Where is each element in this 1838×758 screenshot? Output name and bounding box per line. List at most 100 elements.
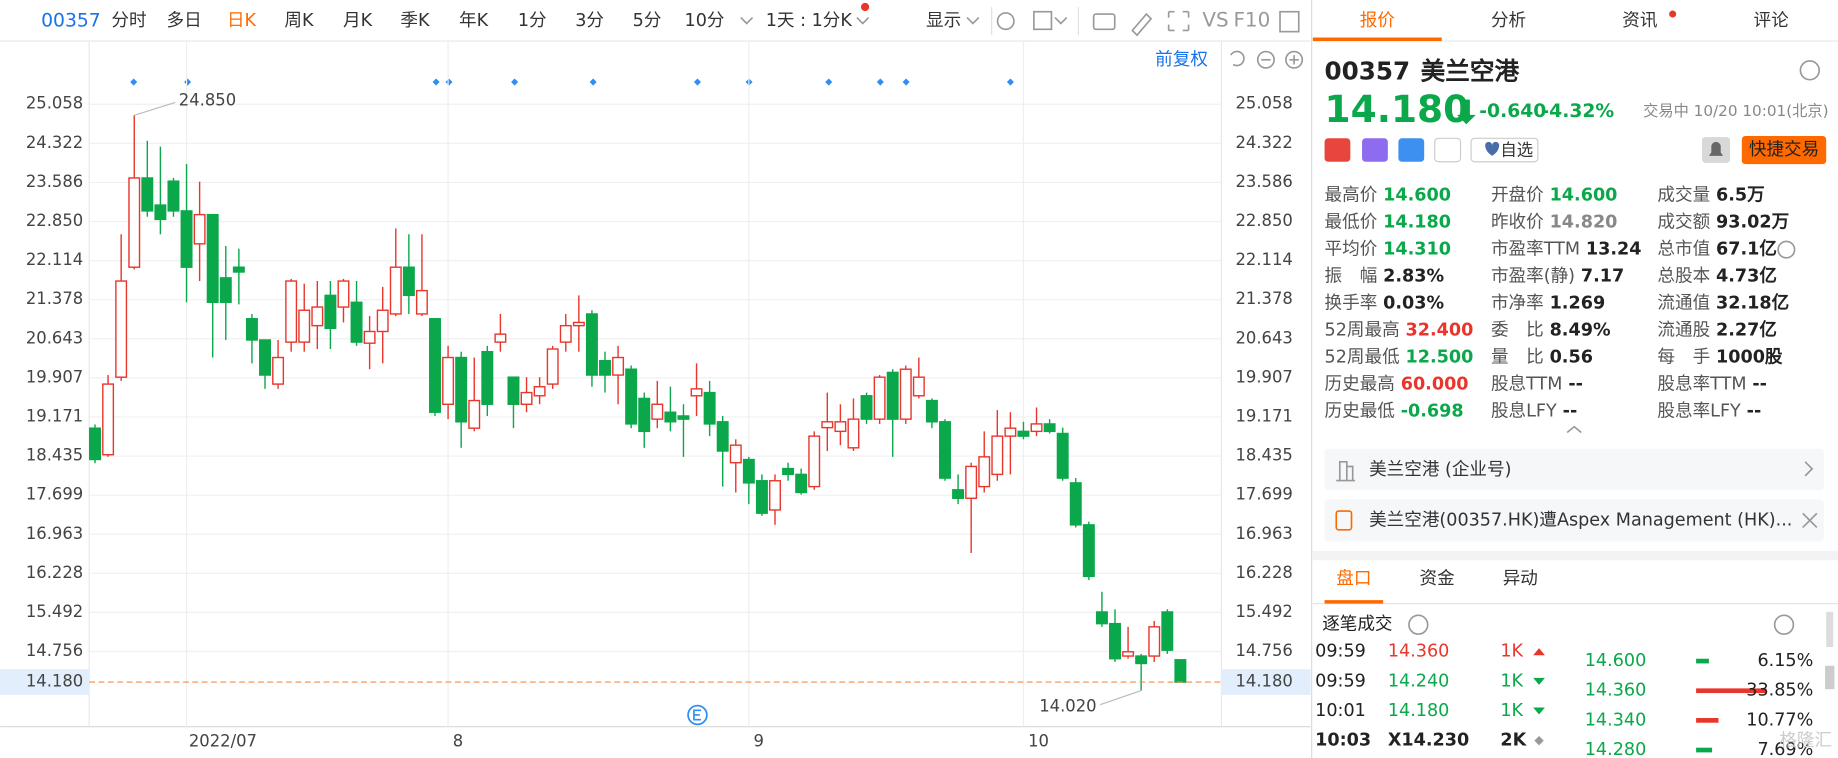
period-tab[interactable]: 多日 <box>167 11 202 31</box>
period-tab[interactable]: 5分 <box>633 11 662 31</box>
candle-body <box>219 277 232 303</box>
dist-price: 14.280 <box>1585 740 1647 758</box>
y-tick-label-right: 23.586 <box>1235 172 1292 191</box>
flash-icon[interactable] <box>1362 138 1388 162</box>
candle-body <box>729 444 742 464</box>
period-select[interactable]: 1天 : 1分K <box>766 11 853 31</box>
y-tick-label-right: 16.228 <box>1235 563 1292 582</box>
dist-pct: 33.85% <box>1746 681 1813 701</box>
period-tab[interactable]: 10分 <box>685 11 725 31</box>
stat-value: -- <box>1568 374 1583 394</box>
candle-body <box>1030 423 1043 433</box>
hk-icon[interactable] <box>1324 138 1351 162</box>
settings-icon[interactable] <box>996 12 1015 31</box>
panel-settings-icon[interactable] <box>1799 60 1820 81</box>
close-icon[interactable] <box>1802 512 1818 529</box>
y-tick-label-right: 18.435 <box>1235 446 1292 465</box>
candle-body <box>232 266 245 273</box>
candle-body <box>533 386 546 397</box>
period-tab[interactable]: 季K <box>400 11 430 31</box>
news-link[interactable] <box>1324 499 1824 542</box>
panel-gap <box>1312 550 1838 561</box>
event-e-letter <box>693 709 701 721</box>
more-icon[interactable] <box>1777 240 1796 259</box>
sub-tab[interactable]: 资金 <box>1419 569 1455 589</box>
f10-button[interactable]: F10 <box>1233 9 1270 32</box>
stat-label: 股息LFY <box>1491 401 1557 421</box>
period-tab[interactable]: 月K <box>343 11 373 31</box>
watch-label[interactable]: 自选 <box>1500 141 1533 160</box>
zoom-out-icon[interactable] <box>1256 50 1275 69</box>
period-tab[interactable]: 分时 <box>111 11 146 31</box>
candle-body <box>1095 611 1108 625</box>
undo-icon[interactable] <box>1230 50 1245 67</box>
y-tick-label: 21.378 <box>26 289 83 308</box>
stat-value: 14.600 <box>1383 186 1451 206</box>
candle-body <box>572 321 585 327</box>
info-icon[interactable] <box>1408 614 1429 635</box>
zoom-in-icon[interactable] <box>1285 50 1304 69</box>
panel-tab[interactable]: 评论 <box>1754 11 1790 31</box>
panel-tab[interactable]: 分析 <box>1491 11 1526 31</box>
vs-button[interactable]: VS <box>1202 9 1228 32</box>
dist-price: 14.340 <box>1585 710 1647 730</box>
panel-icon[interactable] <box>1279 10 1300 33</box>
candle-body <box>415 289 428 315</box>
dist-price: 14.360 <box>1585 681 1647 701</box>
panel-tab[interactable]: 资讯 <box>1622 11 1658 31</box>
expand-icon[interactable] <box>1167 10 1190 32</box>
candle-body <box>1122 651 1135 657</box>
note-icon[interactable] <box>1434 137 1462 163</box>
stat-label: 股息率LFY <box>1657 401 1741 421</box>
sub-tab[interactable]: 异动 <box>1503 569 1538 589</box>
period-tab[interactable]: 3分 <box>575 11 604 31</box>
trade-time: 10:03 <box>1315 731 1371 751</box>
stock-code: 00357 <box>41 11 101 32</box>
y-tick-label-right: 24.322 <box>1235 133 1292 152</box>
dist-bar <box>1696 718 1719 723</box>
candle-body <box>834 421 847 433</box>
camera-icon[interactable] <box>1092 13 1116 31</box>
period-tab[interactable]: 年K <box>459 11 489 31</box>
stat-label: 市盈率TTM <box>1491 240 1580 260</box>
scroll-up[interactable] <box>1826 611 1834 648</box>
collapse-caret[interactable] <box>1566 425 1582 434</box>
company-link-text[interactable]: 美兰空港 (企业号) <box>1369 460 1511 480</box>
quote-change-pct: -4.32% <box>1541 101 1614 122</box>
period-tab[interactable]: 周K <box>284 11 314 31</box>
candle-body <box>769 480 781 511</box>
candle-body <box>141 177 154 212</box>
y-tick-label-right: 15.492 <box>1235 602 1292 621</box>
stat-value: -- <box>1563 401 1578 421</box>
trade-label[interactable]: 快捷交易 <box>1749 140 1819 160</box>
trade-button[interactable] <box>1741 135 1827 165</box>
event-e-icon[interactable] <box>687 704 708 726</box>
company-link[interactable] <box>1324 448 1824 490</box>
panel-tab[interactable]: 报价 <box>1360 11 1396 31</box>
stat-value: 0.56 <box>1550 347 1593 367</box>
period-tab[interactable]: 日K <box>227 11 257 31</box>
stat-value: 14.310 <box>1383 240 1451 260</box>
box-icon[interactable] <box>1033 10 1053 31</box>
pencil-icon[interactable] <box>1131 12 1153 37</box>
candle-body <box>952 489 965 499</box>
more-icon[interactable] <box>1773 614 1795 635</box>
stat-label: 量 比 <box>1491 347 1544 367</box>
stat-label: 成交量 <box>1657 186 1710 206</box>
stat-value: 7.17 <box>1581 267 1624 287</box>
news-link-text[interactable]: 美兰空港(00357.HK)遭Aspex Management (HK)... <box>1369 510 1792 530</box>
display-menu[interactable]: 显示 <box>926 11 961 31</box>
dist-pct: 6.15% <box>1757 651 1813 671</box>
candle-body <box>89 427 101 461</box>
tag-icon[interactable] <box>1398 138 1425 162</box>
stat-value: 2.83% <box>1383 267 1444 287</box>
y-tick-label: 22.114 <box>26 250 83 269</box>
scrollbar[interactable] <box>1825 665 1835 690</box>
trade-direction <box>1533 648 1545 656</box>
adjust-mode[interactable]: 前复权 <box>1155 50 1208 70</box>
sub-tab[interactable]: 盘口 <box>1336 569 1371 589</box>
last-price-box <box>0 669 90 695</box>
period-tab[interactable]: 1分 <box>518 11 547 31</box>
